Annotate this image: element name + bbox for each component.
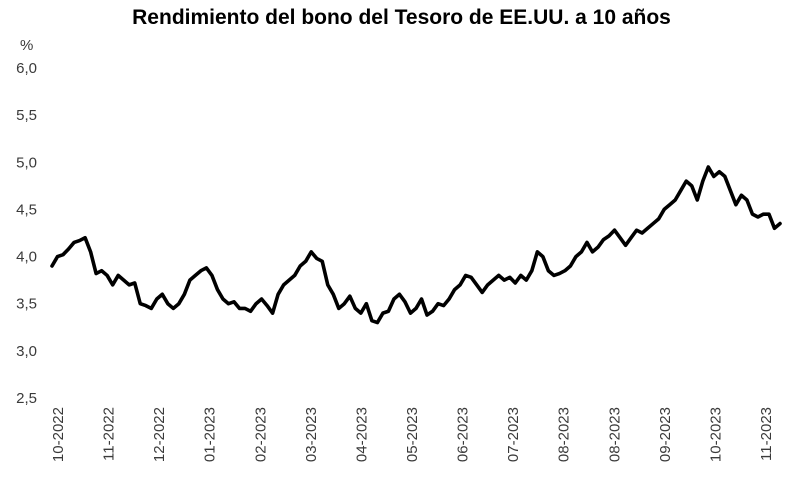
x-tick-label: 08-2023 bbox=[606, 407, 623, 462]
x-tick-label: 12-2022 bbox=[151, 407, 168, 462]
x-tick-label: 03-2023 bbox=[303, 407, 320, 462]
x-tick-label: 04-2023 bbox=[353, 407, 370, 462]
x-tick-label: 05-2023 bbox=[404, 407, 421, 462]
y-tick-label: 5,5 bbox=[16, 107, 37, 124]
x-tick-label: 10-2022 bbox=[50, 407, 67, 462]
y-axis-ticks: 2,5 3,0 3,5 4,0 4,5 5,0 5,5 6,0 bbox=[16, 60, 37, 407]
y-axis-unit-label: % bbox=[20, 37, 33, 54]
chart-title: Rendimiento del bono del Tesoro de EE.UU… bbox=[132, 6, 671, 29]
x-tick-label: 11-2023 bbox=[758, 407, 775, 461]
x-tick-label: 08-2023 bbox=[556, 407, 573, 462]
x-axis-ticks: 10-2022 11-2022 12-2022 01-2023 02-2023 03-20… bbox=[50, 407, 775, 462]
y-tick-label: 2,5 bbox=[16, 390, 37, 407]
x-tick-label: 09-2023 bbox=[657, 407, 674, 462]
x-tick-label: 06-2023 bbox=[455, 407, 472, 462]
x-tick-label: 11-2022 bbox=[101, 407, 118, 461]
x-tick-label: 02-2023 bbox=[252, 407, 269, 462]
y-tick-label: 4,0 bbox=[16, 249, 37, 266]
y-tick-label: 4,5 bbox=[16, 201, 37, 218]
series-line bbox=[50, 165, 782, 325]
y-tick-label: 3,0 bbox=[16, 343, 37, 360]
y-tick-label: 5,0 bbox=[16, 154, 37, 171]
x-tick-label: 07-2023 bbox=[505, 407, 522, 462]
y-tick-label: 3,5 bbox=[16, 296, 37, 313]
x-tick-label: 10-2023 bbox=[707, 407, 724, 462]
y-tick-label: 6,0 bbox=[16, 60, 37, 77]
x-tick-label: 01-2023 bbox=[202, 407, 219, 462]
